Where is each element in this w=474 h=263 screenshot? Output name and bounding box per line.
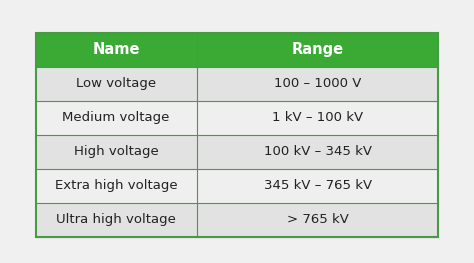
Bar [197,33,438,67]
Bar [36,33,197,67]
Bar [197,169,438,203]
Text: Range: Range [292,42,344,57]
Bar [36,33,438,237]
Bar [197,135,438,169]
Bar [197,203,438,237]
Text: 100 – 1000 V: 100 – 1000 V [274,77,361,90]
Bar [36,135,197,169]
Bar [36,67,197,101]
Text: Extra high voltage: Extra high voltage [55,179,177,192]
Text: 345 kV – 765 kV: 345 kV – 765 kV [264,179,372,192]
Bar [36,101,197,135]
Bar [197,67,438,101]
Text: Medium voltage: Medium voltage [63,111,170,124]
Text: Ultra high voltage: Ultra high voltage [56,213,176,226]
Text: High voltage: High voltage [74,145,158,158]
Text: Name: Name [92,42,140,57]
Text: 1 kV – 100 kV: 1 kV – 100 kV [272,111,363,124]
Bar [197,101,438,135]
Bar [36,169,197,203]
Text: 100 kV – 345 kV: 100 kV – 345 kV [264,145,372,158]
Bar [36,203,197,237]
Text: Low voltage: Low voltage [76,77,156,90]
Text: > 765 kV: > 765 kV [287,213,348,226]
